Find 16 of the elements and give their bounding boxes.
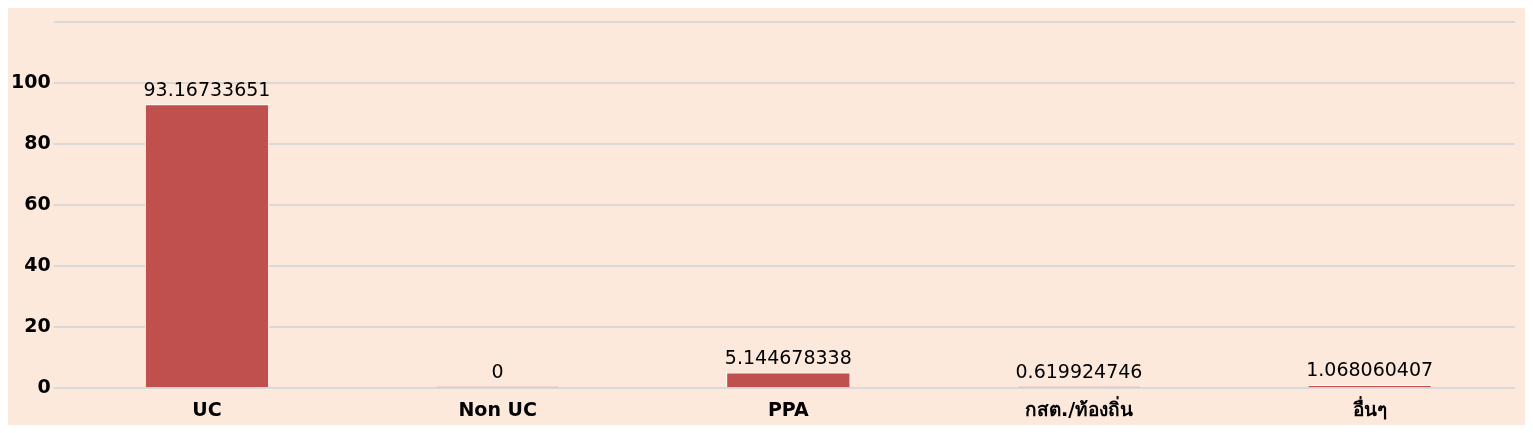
y-tick-label: 80 — [24, 131, 51, 154]
data-label: 93.16733651 — [143, 77, 271, 100]
y-tick-label: 60 — [24, 192, 51, 215]
y-tick-label: 0 — [37, 375, 51, 398]
x-tick-label: PPA — [767, 397, 810, 420]
y-tick-label: 40 — [24, 253, 51, 276]
data-label: 5.144678338 — [724, 345, 852, 368]
x-tick-label: อื่นๆ — [1352, 395, 1387, 420]
x-tick-label: Non UC — [458, 397, 537, 420]
y-tick-label: 20 — [24, 314, 51, 337]
x-tick-label: กสต./ท้องถิ่น — [1024, 395, 1134, 420]
data-label: 0 — [491, 359, 504, 382]
x-tick-label: UC — [192, 397, 222, 420]
data-label: 0.619924746 — [1015, 359, 1143, 382]
y-tick-label: 100 — [10, 70, 51, 93]
data-label: 1.068060407 — [1306, 358, 1434, 381]
